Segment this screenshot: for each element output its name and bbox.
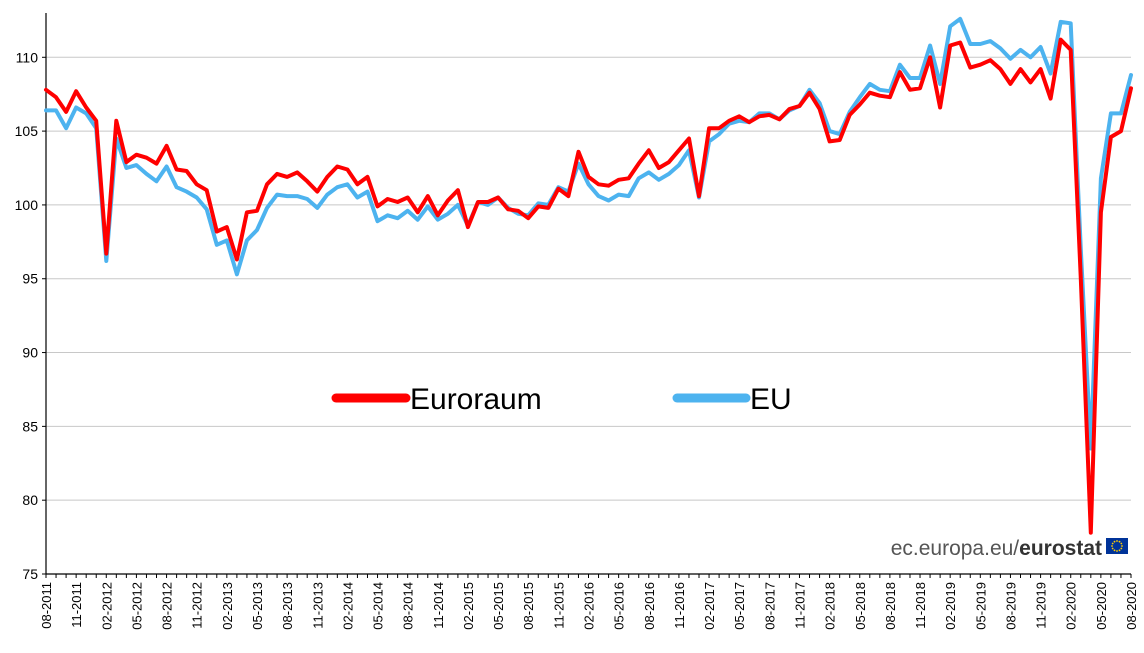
series-line-euroraum — [44, 37, 1133, 535]
x-tick-label-02-2013: 02-2013 — [220, 582, 235, 630]
x-tick-label-08-2020: 08-2020 — [1124, 582, 1139, 630]
x-tick-label-05-2012: 05-2012 — [129, 582, 144, 630]
flag-star — [1116, 540, 1118, 542]
eu-flag-icon — [1106, 538, 1128, 554]
x-tick-label-11-2013: 11-2013 — [310, 582, 325, 629]
flag-star — [1120, 542, 1123, 545]
x-tick-label-08-2014: 08-2014 — [401, 582, 416, 630]
y-tick-label-100: 100 — [15, 197, 39, 213]
x-tick-label-11-2012: 11-2012 — [190, 582, 205, 629]
x-axis-ticks: 08-2011 11-2011 02-2012 05-2012 08-2012 11-20… — [39, 574, 1139, 630]
source-brand: eurostat — [1019, 537, 1102, 560]
legend-item-euroraum: Euroraum — [331, 383, 542, 416]
y-tick-label-95: 95 — [22, 271, 38, 287]
y-tick-label-85: 85 — [22, 418, 38, 434]
y-tick-label-75: 75 — [22, 566, 38, 582]
x-tick-label-08-2013: 08-2013 — [280, 582, 295, 630]
x-tick-label-05-2019: 05-2019 — [973, 582, 988, 630]
x-tick-label-05-2015: 05-2015 — [491, 582, 506, 630]
x-tick-label-08-2015: 08-2015 — [521, 582, 536, 630]
y-tick-label-105: 105 — [15, 123, 39, 139]
flag-star — [1120, 547, 1123, 550]
x-tick-label-08-2016: 08-2016 — [642, 582, 657, 630]
x-tick-label-08-2018: 08-2018 — [883, 582, 898, 630]
x-tick-label-02-2018: 02-2018 — [823, 582, 838, 630]
legend-item-eu: EU — [672, 383, 792, 416]
x-tick-label-02-2020: 02-2020 — [1064, 582, 1079, 630]
x-tick-label-11-2016: 11-2016 — [672, 582, 687, 629]
series-line-eu — [44, 16, 1133, 451]
x-tick-label-08-2012: 08-2012 — [160, 582, 175, 630]
y-axis-ticks: 75 80 85 90 95 100 105 110 — [15, 49, 46, 582]
x-tick-label-11-2018: 11-2018 — [913, 582, 928, 629]
x-tick-label-08-2017: 08-2017 — [762, 582, 777, 630]
flag-star — [1113, 549, 1116, 552]
x-tick-label-05-2014: 05-2014 — [371, 582, 386, 630]
flag-stars — [1111, 540, 1123, 552]
flag-star — [1116, 550, 1118, 552]
gridlines — [46, 56, 1131, 501]
x-tick-label-11-2019: 11-2019 — [1034, 582, 1049, 629]
x-tick-label-05-2018: 05-2018 — [853, 582, 868, 630]
flag-star — [1111, 547, 1114, 550]
x-tick-label-02-2016: 02-2016 — [582, 582, 597, 630]
legend: Euroraum EU — [331, 383, 792, 416]
x-tick-label-02-2015: 02-2015 — [461, 582, 476, 630]
x-tick-label-02-2017: 02-2017 — [702, 582, 717, 630]
x-tick-label-02-2019: 02-2019 — [943, 582, 958, 630]
flag-star — [1111, 545, 1113, 547]
x-tick-label-05-2017: 05-2017 — [732, 582, 747, 630]
flag-star — [1118, 549, 1121, 552]
x-tick-label-05-2020: 05-2020 — [1094, 582, 1109, 630]
y-tick-label-90: 90 — [22, 345, 38, 361]
x-tick-label-11-2015: 11-2015 — [551, 582, 566, 629]
x-tick-label-11-2011: 11-2011 — [69, 582, 84, 628]
x-tick-label-11-2017: 11-2017 — [792, 582, 807, 629]
source-credit: ec.europa.eu/eurostat — [891, 537, 1128, 560]
flag-star — [1118, 540, 1121, 543]
legend-label-eu: EU — [750, 383, 792, 416]
flag-star — [1121, 545, 1123, 547]
y-tick-label-80: 80 — [22, 492, 38, 508]
x-tick-label-02-2012: 02-2012 — [99, 582, 114, 630]
x-tick-label-05-2013: 05-2013 — [250, 582, 265, 630]
x-tick-label-08-2019: 08-2019 — [1003, 582, 1018, 630]
x-tick-label-02-2014: 02-2014 — [340, 582, 355, 630]
source-text: ec.europa.eu/eurostat — [891, 537, 1102, 560]
y-tick-label-110: 110 — [16, 49, 39, 65]
x-tick-label-08-2011: 08-2011 — [39, 582, 54, 629]
x-tick-label-05-2016: 05-2016 — [612, 582, 627, 630]
x-tick-label-11-2014: 11-2014 — [431, 582, 446, 629]
flag-star — [1111, 542, 1114, 545]
flag-star — [1113, 540, 1116, 543]
legend-label-euroraum: Euroraum — [410, 383, 542, 416]
source-prefix: ec.europa.eu/ — [891, 537, 1020, 560]
series-lines — [44, 16, 1133, 535]
